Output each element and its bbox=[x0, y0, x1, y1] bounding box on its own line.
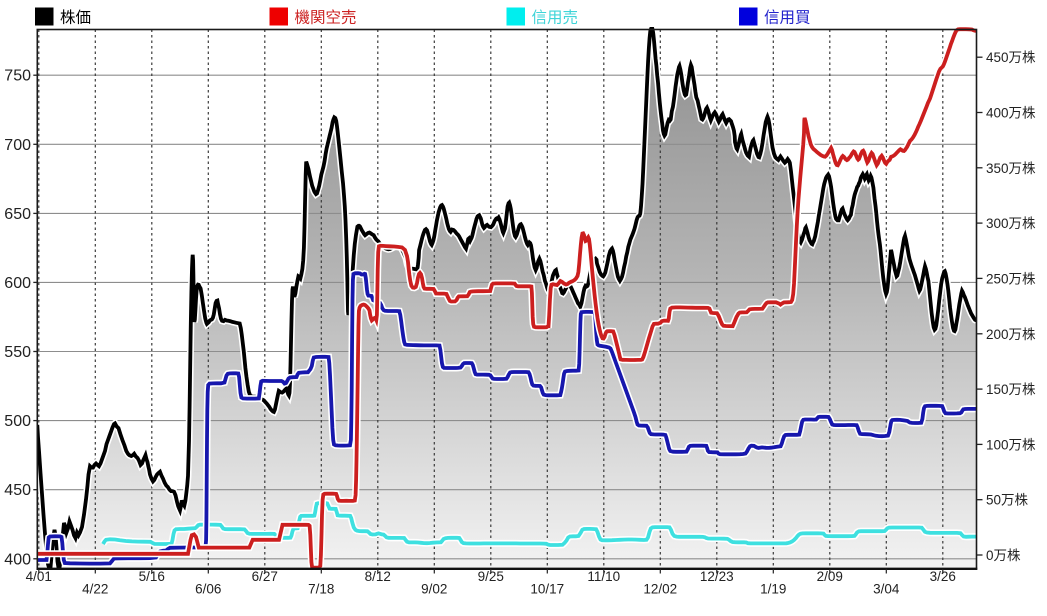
svg-text:4/01: 4/01 bbox=[26, 569, 52, 584]
svg-text:9/02: 9/02 bbox=[421, 582, 447, 597]
svg-text:500: 500 bbox=[4, 413, 31, 430]
svg-text:3/26: 3/26 bbox=[930, 569, 956, 584]
svg-text:400: 400 bbox=[4, 551, 31, 568]
svg-text:6/27: 6/27 bbox=[252, 569, 278, 584]
svg-text:2/09: 2/09 bbox=[817, 569, 843, 584]
svg-text:4/22: 4/22 bbox=[82, 582, 108, 597]
svg-text:700: 700 bbox=[4, 137, 31, 154]
svg-text:10/17: 10/17 bbox=[530, 582, 564, 597]
svg-text:12/23: 12/23 bbox=[700, 569, 734, 584]
svg-text:信用買: 信用買 bbox=[764, 9, 811, 27]
svg-text:450万株: 450万株 bbox=[986, 50, 1036, 65]
svg-text:750: 750 bbox=[4, 68, 31, 85]
svg-text:6/06: 6/06 bbox=[195, 582, 221, 597]
svg-text:信用売: 信用売 bbox=[532, 9, 579, 27]
svg-text:3/04: 3/04 bbox=[873, 582, 900, 597]
svg-text:株価: 株価 bbox=[60, 9, 91, 27]
svg-text:400万株: 400万株 bbox=[986, 106, 1036, 121]
svg-text:100万株: 100万株 bbox=[986, 437, 1036, 452]
svg-text:0万株: 0万株 bbox=[986, 548, 1021, 563]
svg-text:550: 550 bbox=[4, 344, 31, 361]
svg-text:50万株: 50万株 bbox=[986, 493, 1029, 508]
svg-text:5/16: 5/16 bbox=[139, 569, 165, 584]
svg-text:12/02: 12/02 bbox=[643, 582, 677, 597]
svg-text:機関空売: 機関空売 bbox=[295, 9, 357, 27]
svg-text:8/12: 8/12 bbox=[365, 569, 391, 584]
svg-text:1/19: 1/19 bbox=[760, 582, 786, 597]
svg-text:250万株: 250万株 bbox=[986, 271, 1036, 286]
svg-text:450: 450 bbox=[4, 482, 31, 499]
svg-text:300万株: 300万株 bbox=[986, 216, 1036, 231]
svg-text:650: 650 bbox=[4, 206, 31, 223]
svg-text:7/18: 7/18 bbox=[308, 582, 334, 597]
svg-text:9/25: 9/25 bbox=[478, 569, 504, 584]
svg-text:600: 600 bbox=[4, 275, 31, 292]
svg-text:150万株: 150万株 bbox=[986, 382, 1036, 397]
svg-text:200万株: 200万株 bbox=[986, 327, 1036, 342]
svg-text:11/10: 11/10 bbox=[587, 569, 620, 584]
svg-text:350万株: 350万株 bbox=[986, 161, 1036, 176]
